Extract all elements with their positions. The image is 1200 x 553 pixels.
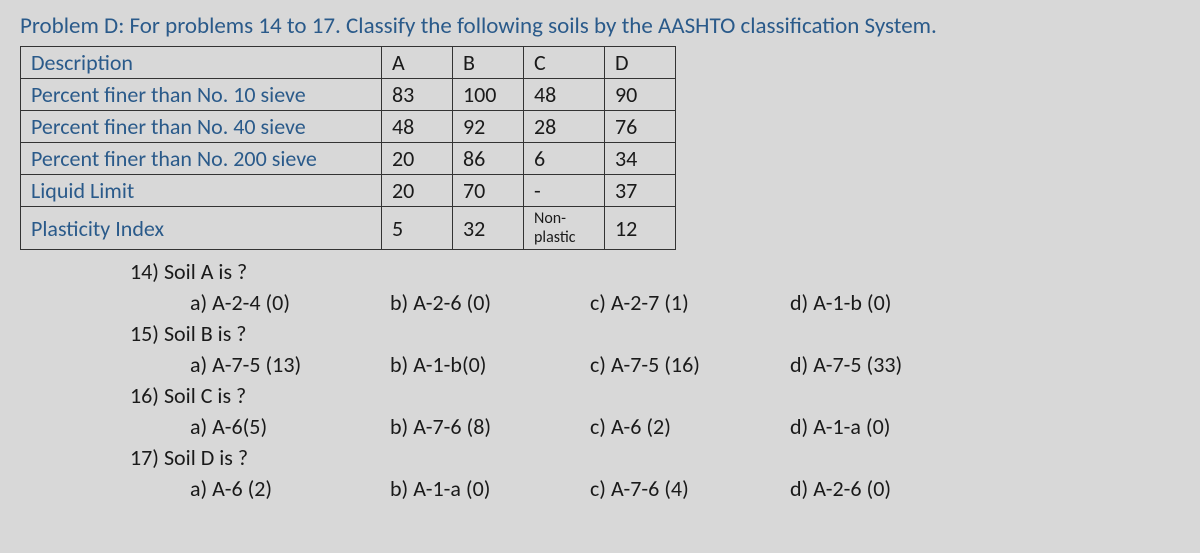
- cell: 6: [524, 143, 605, 175]
- option-a: a) A-7-5 (13): [190, 351, 350, 378]
- option-c: c) A-2-7 (1): [590, 289, 750, 316]
- option-b: b) A-1-a (0): [390, 475, 550, 502]
- option-a: a) A-2-4 (0): [190, 289, 350, 316]
- header-d: D: [605, 47, 676, 79]
- cell: 90: [605, 79, 676, 111]
- option-d: d) A-1-b (0): [790, 289, 950, 316]
- cell: 70: [453, 175, 524, 207]
- row-desc: Percent finer than No. 200 sieve: [21, 143, 382, 175]
- option-b: b) A-1-b(0): [390, 351, 550, 378]
- row-desc: Plasticity Index: [21, 207, 382, 250]
- question-17: 17) Soil D is ?: [130, 444, 1180, 471]
- header-a: A: [382, 47, 453, 79]
- cell: 76: [605, 111, 676, 143]
- cell: 100: [453, 79, 524, 111]
- problem-title: Problem D: For problems 14 to 17. Classi…: [20, 12, 1180, 40]
- cell: 37: [605, 175, 676, 207]
- option-a: a) A-6 (2): [190, 475, 350, 502]
- cell: 32: [453, 207, 524, 250]
- question-14-options: a) A-2-4 (0) b) A-2-6 (0) c) A-2-7 (1) d…: [130, 289, 1180, 316]
- soil-data-table: Description A B C D Percent finer than N…: [20, 46, 676, 250]
- option-b: b) A-7-6 (8): [390, 413, 550, 440]
- question-15-options: a) A-7-5 (13) b) A-1-b(0) c) A-7-5 (16) …: [130, 351, 1180, 378]
- row-desc: Liquid Limit: [21, 175, 382, 207]
- row-desc: Percent finer than No. 10 sieve: [21, 79, 382, 111]
- option-c: c) A-7-6 (4): [590, 475, 750, 502]
- cell: 48: [524, 79, 605, 111]
- row-desc: Percent finer than No. 40 sieve: [21, 111, 382, 143]
- option-b: b) A-2-6 (0): [390, 289, 550, 316]
- option-d: d) A-1-a (0): [790, 413, 950, 440]
- cell: 20: [382, 175, 453, 207]
- cell: 92: [453, 111, 524, 143]
- nonplastic-text: Non-plastic: [534, 209, 576, 247]
- option-d: d) A-7-5 (33): [790, 351, 950, 378]
- question-16-options: a) A-6(5) b) A-7-6 (8) c) A-6 (2) d) A-1…: [130, 413, 1180, 440]
- cell: -: [524, 175, 605, 207]
- table-row: Liquid Limit 20 70 - 37: [21, 175, 676, 207]
- option-c: c) A-7-5 (16): [590, 351, 750, 378]
- cell: 5: [382, 207, 453, 250]
- question-16: 16) Soil C is ?: [130, 382, 1180, 409]
- table-row: Plasticity Index 5 32 Non-plastic 12: [21, 207, 676, 250]
- table-row: Percent finer than No. 200 sieve 20 86 6…: [21, 143, 676, 175]
- option-c: c) A-6 (2): [590, 413, 750, 440]
- header-b: B: [453, 47, 524, 79]
- cell: 12: [605, 207, 676, 250]
- question-17-options: a) A-6 (2) b) A-1-a (0) c) A-7-6 (4) d) …: [130, 475, 1180, 502]
- cell-nonplastic: Non-plastic: [524, 207, 605, 250]
- question-14: 14) Soil A is ?: [130, 258, 1180, 285]
- option-d: d) A-2-6 (0): [790, 475, 950, 502]
- cell: 34: [605, 143, 676, 175]
- questions-block: 14) Soil A is ? a) A-2-4 (0) b) A-2-6 (0…: [20, 258, 1180, 502]
- header-desc: Description: [21, 47, 382, 79]
- table-row: Percent finer than No. 40 sieve 48 92 28…: [21, 111, 676, 143]
- question-15: 15) Soil B is ?: [130, 320, 1180, 347]
- cell: 83: [382, 79, 453, 111]
- cell: 86: [453, 143, 524, 175]
- cell: 20: [382, 143, 453, 175]
- table-row: Percent finer than No. 10 sieve 83 100 4…: [21, 79, 676, 111]
- cell: 28: [524, 111, 605, 143]
- header-c: C: [524, 47, 605, 79]
- cell: 48: [382, 111, 453, 143]
- table-header-row: Description A B C D: [21, 47, 676, 79]
- option-a: a) A-6(5): [190, 413, 350, 440]
